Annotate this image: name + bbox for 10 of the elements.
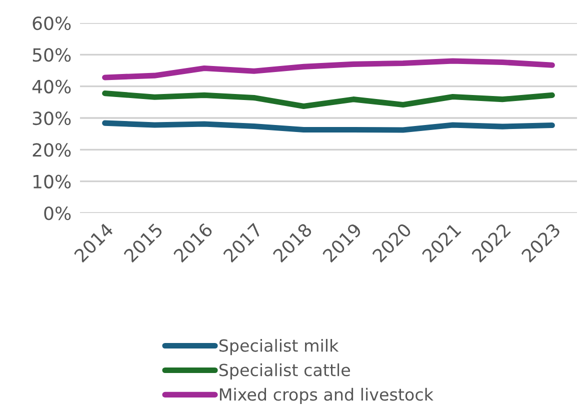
y-tick-label: 10% xyxy=(34,174,71,188)
y-tick-label: 0% xyxy=(44,206,71,220)
y-tick-label: 40% xyxy=(32,80,71,94)
legend-label: Specialist milk xyxy=(219,338,339,356)
legend-label: Specialist cattle xyxy=(219,363,350,380)
y-tick-label: 60% xyxy=(32,16,71,30)
y-tick-label: 30% xyxy=(32,111,71,126)
legend-label: Mixed crops and livestock xyxy=(220,388,434,404)
y-tick-label: 20% xyxy=(32,143,71,157)
y-tick-label: 50% xyxy=(32,48,71,62)
